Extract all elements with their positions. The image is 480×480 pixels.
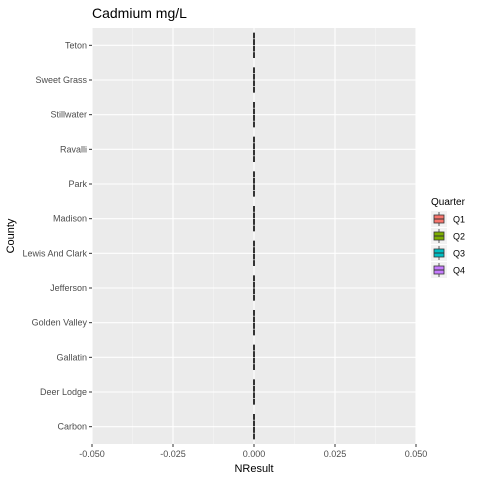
- x-tick-label: -0.050: [79, 449, 105, 459]
- y-tick-label: Carbon: [57, 422, 87, 432]
- legend-title: Quarter: [431, 197, 466, 208]
- y-tick-label: Stillwater: [50, 110, 87, 120]
- x-axis: -0.050 -0.025 0.000 0.025 0.050: [79, 444, 427, 459]
- y-tick-label: Ravalli: [60, 144, 87, 154]
- legend-label: Q2: [453, 232, 465, 242]
- y-tick-label: Golden Valley: [32, 318, 88, 328]
- y-tick-label: Deer Lodge: [40, 387, 87, 397]
- y-tick-label: Gallatin: [56, 352, 87, 362]
- chart-title: Cadmium mg/L: [92, 5, 187, 21]
- x-tick-label: 0.025: [324, 449, 347, 459]
- y-axis: Carbon Deer Lodge Gallatin Golden Valley Jef…: [22, 40, 92, 432]
- y-tick-label: Teton: [65, 40, 87, 50]
- y-tick-label: Lewis And Clark: [22, 248, 87, 258]
- y-axis-title: County: [5, 218, 17, 253]
- grid: [91, 28, 417, 444]
- x-tick-label: 0.000: [243, 449, 266, 459]
- x-axis-title: NResult: [234, 463, 273, 475]
- y-tick-label: Park: [68, 179, 87, 189]
- legend: Quarter Q1 Q2 Q3 Q4: [431, 197, 466, 278]
- y-tick-label: Sweet Grass: [35, 75, 87, 85]
- legend-label: Q4: [453, 266, 465, 276]
- x-tick-label: 0.050: [405, 449, 428, 459]
- y-tick-label: Madison: [53, 214, 87, 224]
- legend-label: Q1: [453, 215, 465, 225]
- legend-label: Q3: [453, 249, 465, 259]
- x-tick-label: -0.025: [160, 449, 186, 459]
- y-tick-label: Jefferson: [50, 283, 87, 293]
